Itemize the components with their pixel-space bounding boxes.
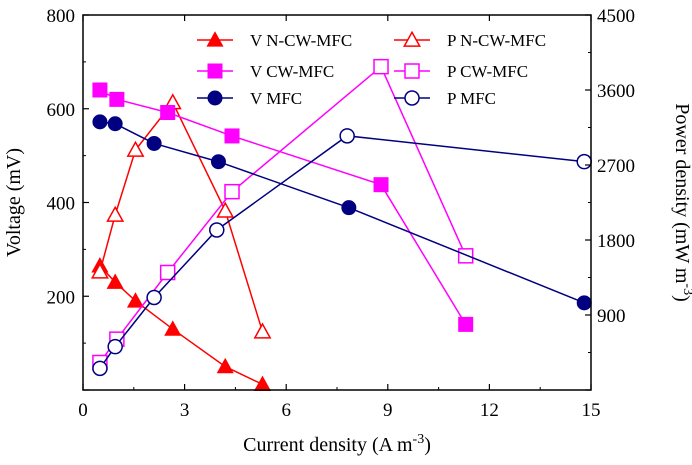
data-point bbox=[253, 322, 272, 339]
x-tick-label: 0 bbox=[78, 400, 88, 421]
data-point bbox=[341, 200, 357, 216]
data-point bbox=[224, 128, 240, 144]
x-tick-label: 12 bbox=[480, 400, 499, 421]
legend-label: P MFC bbox=[447, 89, 496, 108]
data-point bbox=[373, 58, 389, 75]
data-point bbox=[106, 273, 124, 289]
legend-marker bbox=[404, 90, 420, 106]
series-layer bbox=[90, 58, 592, 392]
y-tick-label: 200 bbox=[47, 287, 76, 308]
series-line bbox=[99, 265, 263, 386]
series-2 bbox=[92, 82, 474, 332]
legend-marker bbox=[403, 30, 421, 47]
data-point bbox=[146, 135, 162, 151]
y2-axis-title-sup: -3 bbox=[680, 283, 692, 295]
series-0 bbox=[91, 257, 272, 392]
data-point bbox=[160, 105, 176, 120]
y-tick-label: 800 bbox=[47, 6, 76, 27]
data-point bbox=[216, 201, 235, 218]
legend: V N-CW-MFC P N-CW-MFC V CW-MFC P CW-MFC V MF… bbox=[197, 30, 546, 108]
axes: 0 3 6 9 12 15 200 400 600 800 900 1800 2700 3600 4500 C… bbox=[3, 6, 692, 456]
data-point bbox=[339, 128, 355, 144]
x-tick-label: 9 bbox=[383, 400, 393, 421]
y2-tick-label: 1800 bbox=[597, 231, 635, 252]
legend-item: V MFC bbox=[197, 89, 302, 108]
legend-label: P N-CW-MFC bbox=[447, 31, 546, 50]
y-tick-label: 400 bbox=[47, 194, 76, 215]
legend-label: V MFC bbox=[250, 89, 302, 108]
legend-item: P CW-MFC bbox=[394, 62, 528, 81]
series-1 bbox=[90, 93, 272, 339]
data-point bbox=[216, 357, 234, 374]
data-point bbox=[126, 292, 145, 308]
data-point bbox=[576, 295, 592, 311]
data-point bbox=[159, 264, 176, 281]
y-axis-title: Voltage (mV) bbox=[3, 148, 25, 257]
legend-label: P CW-MFC bbox=[447, 62, 528, 81]
legend-marker bbox=[207, 63, 223, 79]
data-point bbox=[210, 154, 226, 170]
data-point bbox=[146, 289, 162, 306]
y-tick-label: 600 bbox=[47, 100, 76, 121]
data-point bbox=[92, 82, 108, 98]
y2-tick-label: 2700 bbox=[597, 156, 635, 177]
y2-axis-title-main: Power density (mW m bbox=[671, 103, 692, 284]
x-axis-title-main: Current density (A m bbox=[243, 434, 413, 456]
x-axis-title: Current density (A m-3) bbox=[243, 432, 431, 456]
legend-label: V N-CW-MFC bbox=[250, 31, 352, 50]
legend-marker bbox=[404, 63, 420, 79]
legend-marker bbox=[206, 31, 224, 47]
legend-item: V N-CW-MFC bbox=[197, 31, 352, 50]
x-tick-label: 6 bbox=[281, 400, 291, 421]
legend-marker bbox=[207, 90, 223, 106]
y2-tick-label: 900 bbox=[597, 306, 626, 327]
data-point bbox=[90, 262, 109, 279]
data-point bbox=[576, 153, 592, 170]
data-point bbox=[209, 222, 225, 238]
data-point bbox=[107, 338, 123, 355]
data-point bbox=[458, 316, 474, 332]
data-point bbox=[373, 177, 389, 193]
series-line bbox=[99, 101, 264, 332]
y2-tick-label: 3600 bbox=[597, 81, 635, 102]
data-point bbox=[126, 140, 145, 157]
legend-item: V CW-MFC bbox=[197, 62, 334, 81]
data-point bbox=[92, 360, 108, 377]
data-point bbox=[253, 375, 272, 392]
data-point bbox=[224, 183, 240, 200]
y2-axis-title: Power density (mW m-3) bbox=[671, 103, 692, 302]
legend-item: P MFC bbox=[394, 89, 496, 108]
data-point bbox=[106, 205, 125, 222]
legend-item: P N-CW-MFC bbox=[394, 30, 546, 50]
y2-tick-label: 4500 bbox=[597, 6, 635, 27]
data-point bbox=[164, 320, 182, 336]
series-line bbox=[99, 65, 467, 363]
x-tick-label: 3 bbox=[180, 400, 190, 421]
x-axis-title-tail: ) bbox=[424, 434, 431, 456]
series-5 bbox=[92, 128, 592, 377]
data-point bbox=[107, 116, 123, 132]
series-4 bbox=[92, 114, 592, 311]
x-tick-label: 15 bbox=[582, 400, 601, 421]
data-point bbox=[109, 91, 125, 107]
x-axis-title-sup: -3 bbox=[413, 432, 425, 447]
data-point bbox=[92, 114, 108, 130]
legend-label: V CW-MFC bbox=[250, 62, 334, 81]
data-point bbox=[457, 248, 474, 264]
y2-axis-title-tail: ) bbox=[671, 295, 692, 302]
